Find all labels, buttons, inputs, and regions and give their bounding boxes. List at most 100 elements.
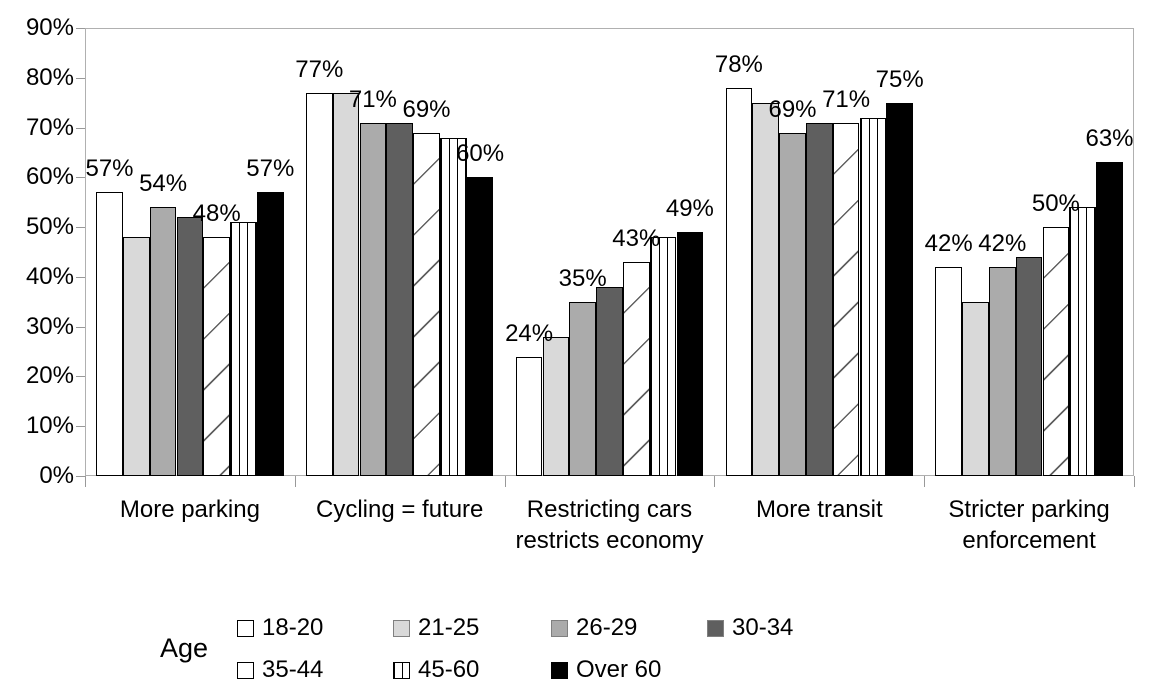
y-tick-mark bbox=[76, 77, 85, 79]
bar-35-44 bbox=[832, 122, 860, 476]
bar-value-label: 71% bbox=[348, 85, 397, 113]
legend-label: 26-29 bbox=[576, 614, 638, 641]
bar-21-25 bbox=[542, 336, 570, 476]
legend-item-30-34: 30-34 bbox=[707, 616, 793, 640]
bar-18-20 bbox=[725, 87, 753, 476]
bar-45-60 bbox=[439, 137, 467, 476]
legend-swatch-dark-gray bbox=[707, 619, 724, 637]
bar-value-label: 43% bbox=[612, 224, 661, 252]
bar-value-label: 71% bbox=[822, 85, 871, 113]
bar-26-29 bbox=[988, 266, 1016, 476]
bar-26-29 bbox=[569, 301, 597, 476]
y-tick-mark bbox=[76, 376, 85, 378]
bar-45-60 bbox=[649, 237, 677, 476]
y-tick-mark bbox=[76, 276, 85, 278]
y-tick-mark bbox=[76, 28, 85, 29]
y-tick-mark bbox=[76, 426, 85, 428]
bar-21-25 bbox=[962, 301, 989, 476]
legend-swatch-mid-gray bbox=[551, 619, 568, 637]
bar-18-20 bbox=[515, 356, 543, 476]
legend-item-18-20: 18-20 bbox=[237, 616, 323, 640]
legend-item-21-25: 21-25 bbox=[393, 616, 479, 640]
bar-value-label: 63% bbox=[1085, 125, 1134, 153]
bar-45-60 bbox=[230, 222, 257, 476]
bar-35-44 bbox=[413, 132, 440, 476]
bar-value-label: 54% bbox=[139, 170, 188, 198]
bar-18-20 bbox=[96, 192, 123, 476]
bar-21-25 bbox=[752, 102, 780, 476]
x-tick-mark bbox=[1134, 476, 1135, 487]
y-tick-label: 60% bbox=[25, 163, 74, 191]
legend-swatch-light-gray bbox=[393, 619, 410, 637]
y-tick-label: 10% bbox=[25, 412, 74, 440]
legend-label: 30-34 bbox=[732, 614, 794, 641]
bar-value-label: 42% bbox=[924, 229, 973, 257]
bar-30-34 bbox=[176, 217, 204, 476]
bar-over-60 bbox=[256, 192, 284, 476]
bar-value-label: 48% bbox=[192, 200, 241, 228]
y-tick-label: 30% bbox=[25, 312, 74, 340]
bar-over-60 bbox=[676, 232, 704, 476]
category-label: Stricter parking enforcement bbox=[948, 496, 1110, 554]
bar-35-44 bbox=[622, 261, 650, 476]
category-label: More parking bbox=[119, 496, 260, 523]
category-label: Cycling = future bbox=[315, 496, 484, 523]
bar-over-60 bbox=[886, 102, 914, 476]
y-tick-label: 0% bbox=[39, 462, 74, 489]
bar-value-label: 60% bbox=[456, 140, 505, 168]
y-tick-label: 80% bbox=[25, 63, 74, 91]
bar-35-44 bbox=[1042, 227, 1070, 476]
y-tick-label: 20% bbox=[25, 362, 74, 390]
x-tick-mark bbox=[714, 476, 716, 487]
bar-18-20 bbox=[305, 92, 333, 476]
bar-18-20 bbox=[935, 266, 963, 476]
y-tick-label: 70% bbox=[25, 113, 74, 141]
y-tick-mark bbox=[76, 326, 85, 328]
legend-swatch-black bbox=[551, 661, 568, 679]
bar-30-34 bbox=[596, 286, 623, 476]
bar-value-label: 49% bbox=[665, 195, 714, 223]
bar-value-label: 57% bbox=[246, 155, 295, 183]
bar-over-60 bbox=[466, 177, 494, 476]
legend-label: 18-20 bbox=[262, 614, 324, 641]
x-tick-mark bbox=[85, 476, 86, 487]
bar-30-34 bbox=[1015, 256, 1043, 476]
x-tick-mark bbox=[294, 476, 296, 487]
y-tick-mark bbox=[76, 177, 85, 179]
bar-45-60 bbox=[1069, 207, 1097, 476]
legend-title: Age bbox=[160, 633, 209, 663]
category-label: More transit bbox=[755, 496, 883, 523]
bar-21-25 bbox=[332, 92, 360, 476]
y-tick-label: 40% bbox=[25, 262, 74, 290]
bar-value-label: 57% bbox=[85, 155, 134, 183]
bar-value-label: 50% bbox=[1031, 190, 1080, 218]
x-tick-mark bbox=[924, 476, 926, 487]
bar-26-29 bbox=[359, 122, 387, 476]
legend-label: 21-25 bbox=[418, 614, 480, 641]
legend-swatch-vertical-lines bbox=[393, 661, 410, 679]
legend-swatch-white bbox=[237, 619, 254, 637]
bar-value-label: 69% bbox=[402, 95, 451, 123]
legend-swatch-diagonal-hatch bbox=[237, 661, 254, 679]
bar-over-60 bbox=[1096, 162, 1123, 476]
x-tick-mark bbox=[504, 476, 506, 487]
bar-26-29 bbox=[779, 132, 806, 476]
legend-label: 35-44 bbox=[262, 656, 324, 683]
y-tick-mark bbox=[76, 476, 85, 477]
y-tick-mark bbox=[76, 127, 85, 129]
bar-30-34 bbox=[805, 122, 833, 476]
y-tick-mark bbox=[76, 227, 85, 229]
bar-value-label: 42% bbox=[978, 229, 1027, 257]
legend-item-26-29: 26-29 bbox=[551, 616, 637, 640]
bar-45-60 bbox=[859, 117, 887, 476]
legend-label: 45-60 bbox=[418, 656, 480, 683]
bar-30-34 bbox=[386, 122, 414, 476]
bar-21-25 bbox=[122, 237, 150, 476]
legend-item-over-60: Over 60 bbox=[551, 658, 661, 682]
legend-item-45-60: 45-60 bbox=[393, 658, 479, 682]
category-label: Restricting cars restricts economy bbox=[515, 496, 704, 554]
bar-value-label: 24% bbox=[505, 319, 554, 347]
legend-item-35-44: 35-44 bbox=[237, 658, 323, 682]
bar-value-label: 78% bbox=[714, 50, 763, 78]
